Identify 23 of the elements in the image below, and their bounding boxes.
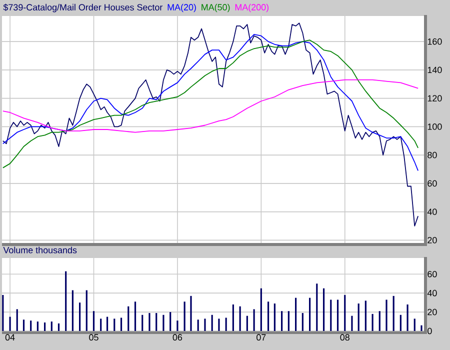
x-tick-label: 04 bbox=[5, 334, 15, 341]
text: MA(50) bbox=[202, 4, 230, 12]
line-series bbox=[2, 22, 419, 226]
y-tick-label: 0 bbox=[428, 328, 432, 334]
text: MA(20) bbox=[168, 4, 196, 12]
y-tick-label: 60 bbox=[428, 270, 437, 278]
x-tick-label: 06 bbox=[172, 334, 182, 341]
x-tick-label: 05 bbox=[89, 334, 98, 341]
y-tick-label: 40 bbox=[427, 290, 437, 296]
y-tick-label: 20 bbox=[428, 236, 437, 244]
y-tick-label: 60 bbox=[428, 180, 437, 187]
y-tick-label: 100 bbox=[428, 123, 442, 130]
y-tick-label: 120 bbox=[428, 95, 442, 102]
y-tick-label: 160 bbox=[428, 38, 442, 45]
chart-title: $739-Catalog/Mail Order Houses Sector bbox=[3, 4, 163, 12]
text: MA(200) bbox=[235, 4, 268, 12]
y-tick-label: 80 bbox=[428, 152, 437, 158]
y-tick-label: 20 bbox=[428, 308, 437, 316]
x-tick-label: 08 bbox=[340, 334, 350, 341]
y-tick-label: 40 bbox=[427, 208, 437, 215]
chart-title: Volume thousands bbox=[3, 246, 77, 254]
y-tick-label: 140 bbox=[428, 66, 442, 74]
x-tick-label: 07 bbox=[256, 334, 266, 341]
